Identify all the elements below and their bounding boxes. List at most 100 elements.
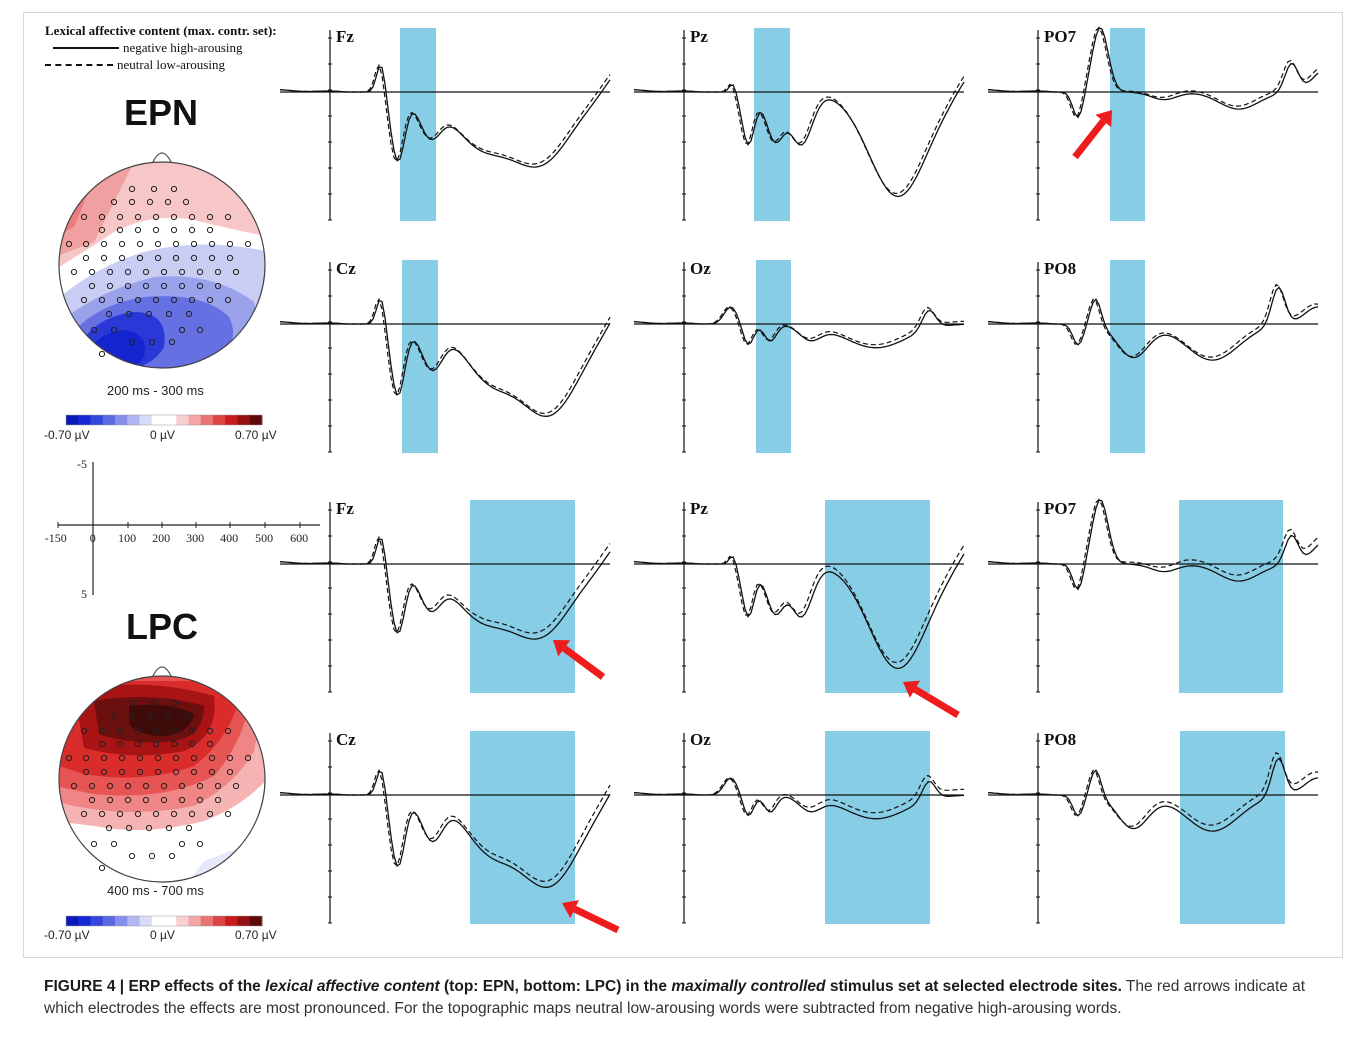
neutral-low-arousing-curve: [987, 498, 1319, 590]
negative-high-arousing-curve: [279, 66, 611, 168]
red-arrow-icon: [913, 686, 960, 719]
negative-high-arousing-curve: [987, 27, 1319, 119]
lpc-topographic-map: [58, 666, 266, 883]
scale-y-bottom: 5: [81, 587, 87, 601]
nose-icon: [151, 666, 173, 679]
epn-panel-pz: [633, 28, 965, 221]
legend-dashed-label: neutral low-arousing: [117, 57, 225, 72]
neutral-low-arousing-curve: [633, 544, 965, 664]
solid-line-swatch: [53, 46, 119, 49]
time-window-highlight: [470, 500, 575, 693]
electrode-label: Cz: [336, 730, 356, 749]
epn-panel-oz: [633, 260, 965, 453]
caption-bold-1: ERP effects of the: [128, 978, 266, 995]
negative-high-arousing-curve: [633, 81, 965, 198]
scale-y-top: -5: [77, 457, 87, 471]
epn-colorbar-min: -0.70 µV: [44, 428, 90, 442]
caption-italic-1: lexical affective content: [265, 978, 440, 995]
time-window-highlight: [470, 731, 575, 924]
arrow-head-icon: [1095, 110, 1112, 128]
epn-colorbar-mid: 0 µV: [150, 428, 175, 442]
lpc-title: LPC: [126, 606, 198, 647]
scale-axes: -5 5 -150 0 100 200 300 400 500 600: [45, 457, 320, 601]
neutral-low-arousing-curve: [279, 535, 611, 634]
caption-bold-3: stimulus set at selected electrode sites…: [825, 978, 1122, 995]
negative-high-arousing-curve: [987, 286, 1319, 361]
negative-high-arousing-curve: [633, 777, 965, 820]
lpc-panel-cz: [279, 731, 620, 934]
legend-dashed-entry: neutral low-arousing: [45, 56, 277, 73]
negative-high-arousing-curve: [279, 771, 611, 888]
neutral-low-arousing-curve: [987, 751, 1319, 827]
red-arrow-icon: [562, 645, 606, 680]
epn-colorbar-max: 0.70 µV: [235, 428, 277, 442]
scale-x-tick: 100: [118, 531, 136, 545]
time-window-highlight: [1110, 260, 1145, 453]
epn-colorbar: [65, 414, 263, 426]
caption-body: The red arrows indicate at which electro…: [44, 978, 1306, 1017]
epn-time-window: 200 ms - 300 ms: [107, 383, 204, 398]
electrode-label: PO8: [1044, 730, 1077, 749]
scale-x-tick: -150: [45, 531, 67, 545]
neutral-low-arousing-curve: [633, 75, 965, 195]
negative-high-arousing-curve: [279, 538, 611, 640]
time-window-highlight: [1179, 500, 1283, 693]
lpc-panel-oz: [633, 731, 965, 924]
electrode-label: PO7: [1044, 499, 1077, 518]
time-window-highlight: [825, 500, 930, 693]
neutral-low-arousing-curve: [987, 283, 1319, 358]
legend-title: Lexical affective content (max. contr. s…: [45, 23, 277, 38]
neutral-low-arousing-curve: [279, 63, 611, 165]
time-window-highlight: [754, 28, 790, 221]
epn-panel-po8: [987, 260, 1319, 453]
negative-high-arousing-curve: [633, 553, 965, 670]
scale-x-tick: 400: [220, 531, 238, 545]
electrode-label: PO7: [1044, 27, 1077, 46]
arrow-head-icon: [903, 680, 921, 698]
electrode-label: PO8: [1044, 259, 1077, 278]
electrode-label: Oz: [690, 730, 711, 749]
lpc-colorbar: [65, 915, 263, 927]
epn-topographic-map: [58, 152, 266, 369]
legend-solid-label: negative high-arousing: [123, 40, 243, 55]
dashed-line-swatch: [45, 63, 113, 66]
lpc-panel-fz: [279, 500, 611, 693]
epn-title: EPN: [124, 92, 199, 133]
lpc-panel-po7: [987, 498, 1319, 693]
lpc-colorbar-max: 0.70 µV: [235, 928, 277, 942]
epn-panel-po7: [987, 26, 1319, 221]
arrow-head-icon: [553, 640, 571, 657]
electrode-label: Fz: [336, 27, 354, 46]
arrow-head-icon: [562, 900, 579, 919]
scale-x-tick: 500: [255, 531, 273, 545]
lpc-colorbar-min: -0.70 µV: [44, 928, 90, 942]
scale-x-tick: 300: [186, 531, 204, 545]
time-window-highlight: [825, 731, 930, 924]
legend-solid-entry: negative high-arousing: [45, 39, 277, 56]
red-arrow-icon: [573, 905, 620, 934]
caption-bold-2: (top: EPN, bottom: LPC) in the: [439, 978, 672, 995]
electrode-label: Cz: [336, 259, 356, 278]
negative-high-arousing-curve: [987, 757, 1319, 832]
lpc-time-window: 400 ms - 700 ms: [107, 883, 204, 898]
negative-high-arousing-curve: [987, 499, 1319, 591]
neutral-low-arousing-curve: [633, 774, 965, 816]
epn-panel-cz: [279, 260, 611, 453]
neutral-low-arousing-curve: [633, 306, 965, 346]
nose-icon: [151, 152, 173, 165]
caption-italic-2: maximally controlled: [671, 978, 826, 995]
caption-figure-number: FIGURE 4 |: [44, 978, 129, 995]
electrode-label: Oz: [690, 259, 711, 278]
neutral-low-arousing-curve: [279, 297, 611, 415]
time-window-highlight: [1110, 28, 1145, 221]
time-window-highlight: [756, 260, 791, 453]
electrode-label: Fz: [336, 499, 354, 518]
neutral-low-arousing-curve: [279, 768, 611, 883]
legend: Lexical affective content (max. contr. s…: [45, 22, 277, 73]
red-arrow-icon: [1072, 118, 1107, 160]
epn-panel-fz: [279, 28, 611, 221]
scale-x-tick: 600: [290, 531, 308, 545]
negative-high-arousing-curve: [279, 300, 611, 417]
time-window-highlight: [1180, 731, 1285, 924]
